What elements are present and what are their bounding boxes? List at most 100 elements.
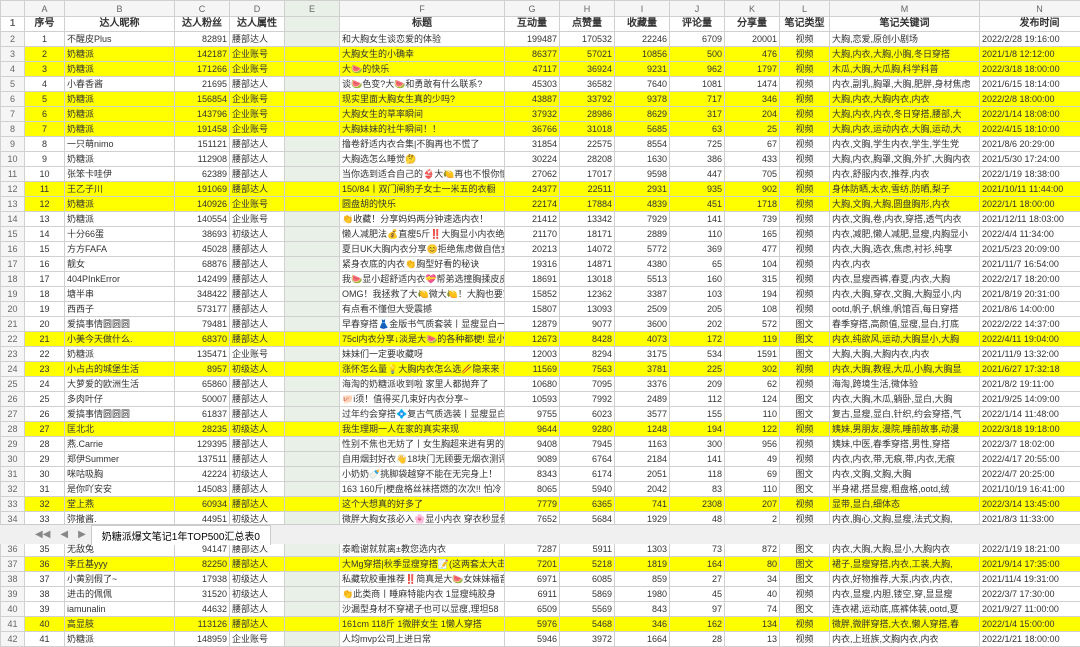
cell[interactable]: 8343 [505,467,560,482]
cell[interactable]: 31520 [175,587,230,602]
header-cell[interactable]: 达人属性 [230,17,285,32]
cell[interactable]: 初级达人 [230,422,285,437]
cell[interactable]: 5218 [560,557,615,572]
cell[interactable]: 65860 [175,377,230,392]
cell[interactable]: 4073 [615,332,670,347]
cell[interactable]: 137511 [175,452,230,467]
cell[interactable]: 14 [25,227,65,242]
cell[interactable]: 112 [670,392,725,407]
table-row[interactable]: 1413奶糖派140554企业账号👏收藏！分享妈妈两分钟速选内衣！2141213… [1,212,1080,227]
cell[interactable]: 姨妹,男朋友,漫院,睡前故事,动漫 [830,422,980,437]
cell[interactable]: 47117 [505,62,560,77]
cell[interactable]: 视频 [780,272,830,287]
cell[interactable]: 2022/4/11 19:04:00 [980,332,1080,347]
cell[interactable]: 3600 [615,317,670,332]
cell[interactable]: 2021/1/8 12:12:00 [980,47,1080,62]
cell[interactable]: 内衣,舒服内衣,推荐,内衣 [830,167,980,182]
cell[interactable]: 204 [725,107,780,122]
cell[interactable]: 163 160斤|梗盘格丝袜搭燃的次次!! 怕冷 [340,482,505,497]
cell[interactable]: 大🍉的快乐 [340,62,505,77]
cell[interactable]: 2022/4/4 11:34:00 [980,227,1080,242]
cell[interactable]: 2022/3/7 17:30:00 [980,587,1080,602]
table-row[interactable]: 76奶糖派143796企业账号大胸女生的草率瞬间3793228986862931… [1,107,1080,122]
cell[interactable]: 视频 [780,437,830,452]
cell[interactable]: 李丘基yyy [65,557,175,572]
cell[interactable]: 1664 [615,632,670,647]
cell[interactable]: 腰部达人 [230,482,285,497]
cell[interactable]: 初级达人 [230,227,285,242]
cell[interactable]: 65 [670,257,725,272]
cell[interactable]: 靓女 [65,257,175,272]
cell[interactable]: 9077 [560,317,615,332]
cell[interactable]: 张笨卡哇伊 [65,167,175,182]
cell[interactable]: 36766 [505,122,560,137]
table-row[interactable]: 1615方方FAFA45028腰部达人夏日UK大胸内衣分享😊拒绝焦虑做自信女孩2… [1,242,1080,257]
cell[interactable]: 腰部达人 [230,152,285,167]
cell[interactable]: 17938 [175,572,230,587]
table-row[interactable]: 2625多肉叶仔50007腰部达人🐖i须！值得买几束好内衣分享~10593799… [1,392,1080,407]
cell[interactable]: 199487 [505,32,560,47]
cell[interactable]: 7201 [505,557,560,572]
cell[interactable]: 2022/2/17 18:20:00 [980,272,1080,287]
cell[interactable] [285,617,340,632]
cell[interactable]: 2021/11/9 13:32:00 [980,347,1080,362]
cell[interactable]: 燕.Carrie [65,437,175,452]
row-header[interactable]: 10 [1,152,25,167]
cell[interactable]: 2 [25,47,65,62]
cell[interactable]: 22246 [615,32,670,47]
cell[interactable]: 视频 [780,422,830,437]
cell[interactable]: 165 [725,227,780,242]
cell[interactable]: 2022/4/7 20:25:00 [980,467,1080,482]
cell[interactable]: 3781 [615,362,670,377]
row-header[interactable]: 42 [1,632,25,647]
row-header[interactable]: 1 [1,17,25,32]
table-row[interactable]: 98一只萌nimo151121腰部达人撸卷舒适内衣合集|不胸再也不慌了31854… [1,137,1080,152]
cell[interactable]: 5 [25,92,65,107]
cell[interactable]: 4 [25,77,65,92]
cell[interactable]: 🐖i须！值得买几束好内衣分享~ [340,392,505,407]
cell[interactable]: 内衣,纯欲风,运动,大胸显小,大胸 [830,332,980,347]
cell[interactable]: 塘半串 [65,287,175,302]
cell[interactable]: 5869 [560,587,615,602]
cell[interactable]: 腰部达人 [230,602,285,617]
cell[interactable]: 图文 [780,332,830,347]
cell[interactable]: 小春香酱 [65,77,175,92]
cell[interactable]: 初级达人 [230,572,285,587]
cell[interactable]: 大萝爱的欧洲生活 [65,377,175,392]
row-header[interactable]: 23 [1,347,25,362]
cell[interactable] [285,302,340,317]
cell[interactable] [285,602,340,617]
cell[interactable]: 圆盘胡的快乐 [340,197,505,212]
row-header[interactable]: 12 [1,182,25,197]
cell[interactable]: 30 [25,467,65,482]
cell[interactable]: 22511 [560,182,615,197]
cell[interactable]: 171266 [175,62,230,77]
table-row[interactable]: 2827匡北北28235初级达人我生理期一人在家的真实来现96449280124… [1,422,1080,437]
table-row[interactable]: 43奶糖派171266企业账号大🍉的快乐47117369249231962179… [1,62,1080,77]
cell[interactable]: 28986 [560,107,615,122]
cell[interactable] [285,107,340,122]
col-header-H[interactable]: H [560,1,615,17]
row-header[interactable]: 24 [1,362,25,377]
row-header[interactable]: 9 [1,137,25,152]
cell[interactable]: 67 [725,137,780,152]
cell[interactable]: 企业账号 [230,197,285,212]
row-header[interactable]: 33 [1,497,25,512]
cell[interactable]: 27 [25,422,65,437]
cell[interactable]: 初级达人 [230,362,285,377]
cell[interactable]: 大胸,内衣,大胸,小胸,冬日穿搭 [830,47,980,62]
cell[interactable]: 方方FAFA [65,242,175,257]
table-row[interactable]: 3837小黄别假了~17938初级达人私藏软胶重推荐‼️简真是大🍉女妹妹福音❗6… [1,572,1080,587]
cell[interactable]: 小占占的城堡生活 [65,362,175,377]
cell[interactable]: 5685 [615,122,670,137]
cell[interactable]: 小黄别假了~ [65,572,175,587]
cell[interactable]: 741 [615,497,670,512]
cell[interactable]: 视频 [780,77,830,92]
cell[interactable]: 476 [725,47,780,62]
cell[interactable] [285,47,340,62]
cell[interactable]: 148959 [175,632,230,647]
row-header[interactable]: 28 [1,422,25,437]
row-header[interactable]: 22 [1,332,25,347]
cell[interactable]: 2489 [615,392,670,407]
cell[interactable]: 122 [725,422,780,437]
